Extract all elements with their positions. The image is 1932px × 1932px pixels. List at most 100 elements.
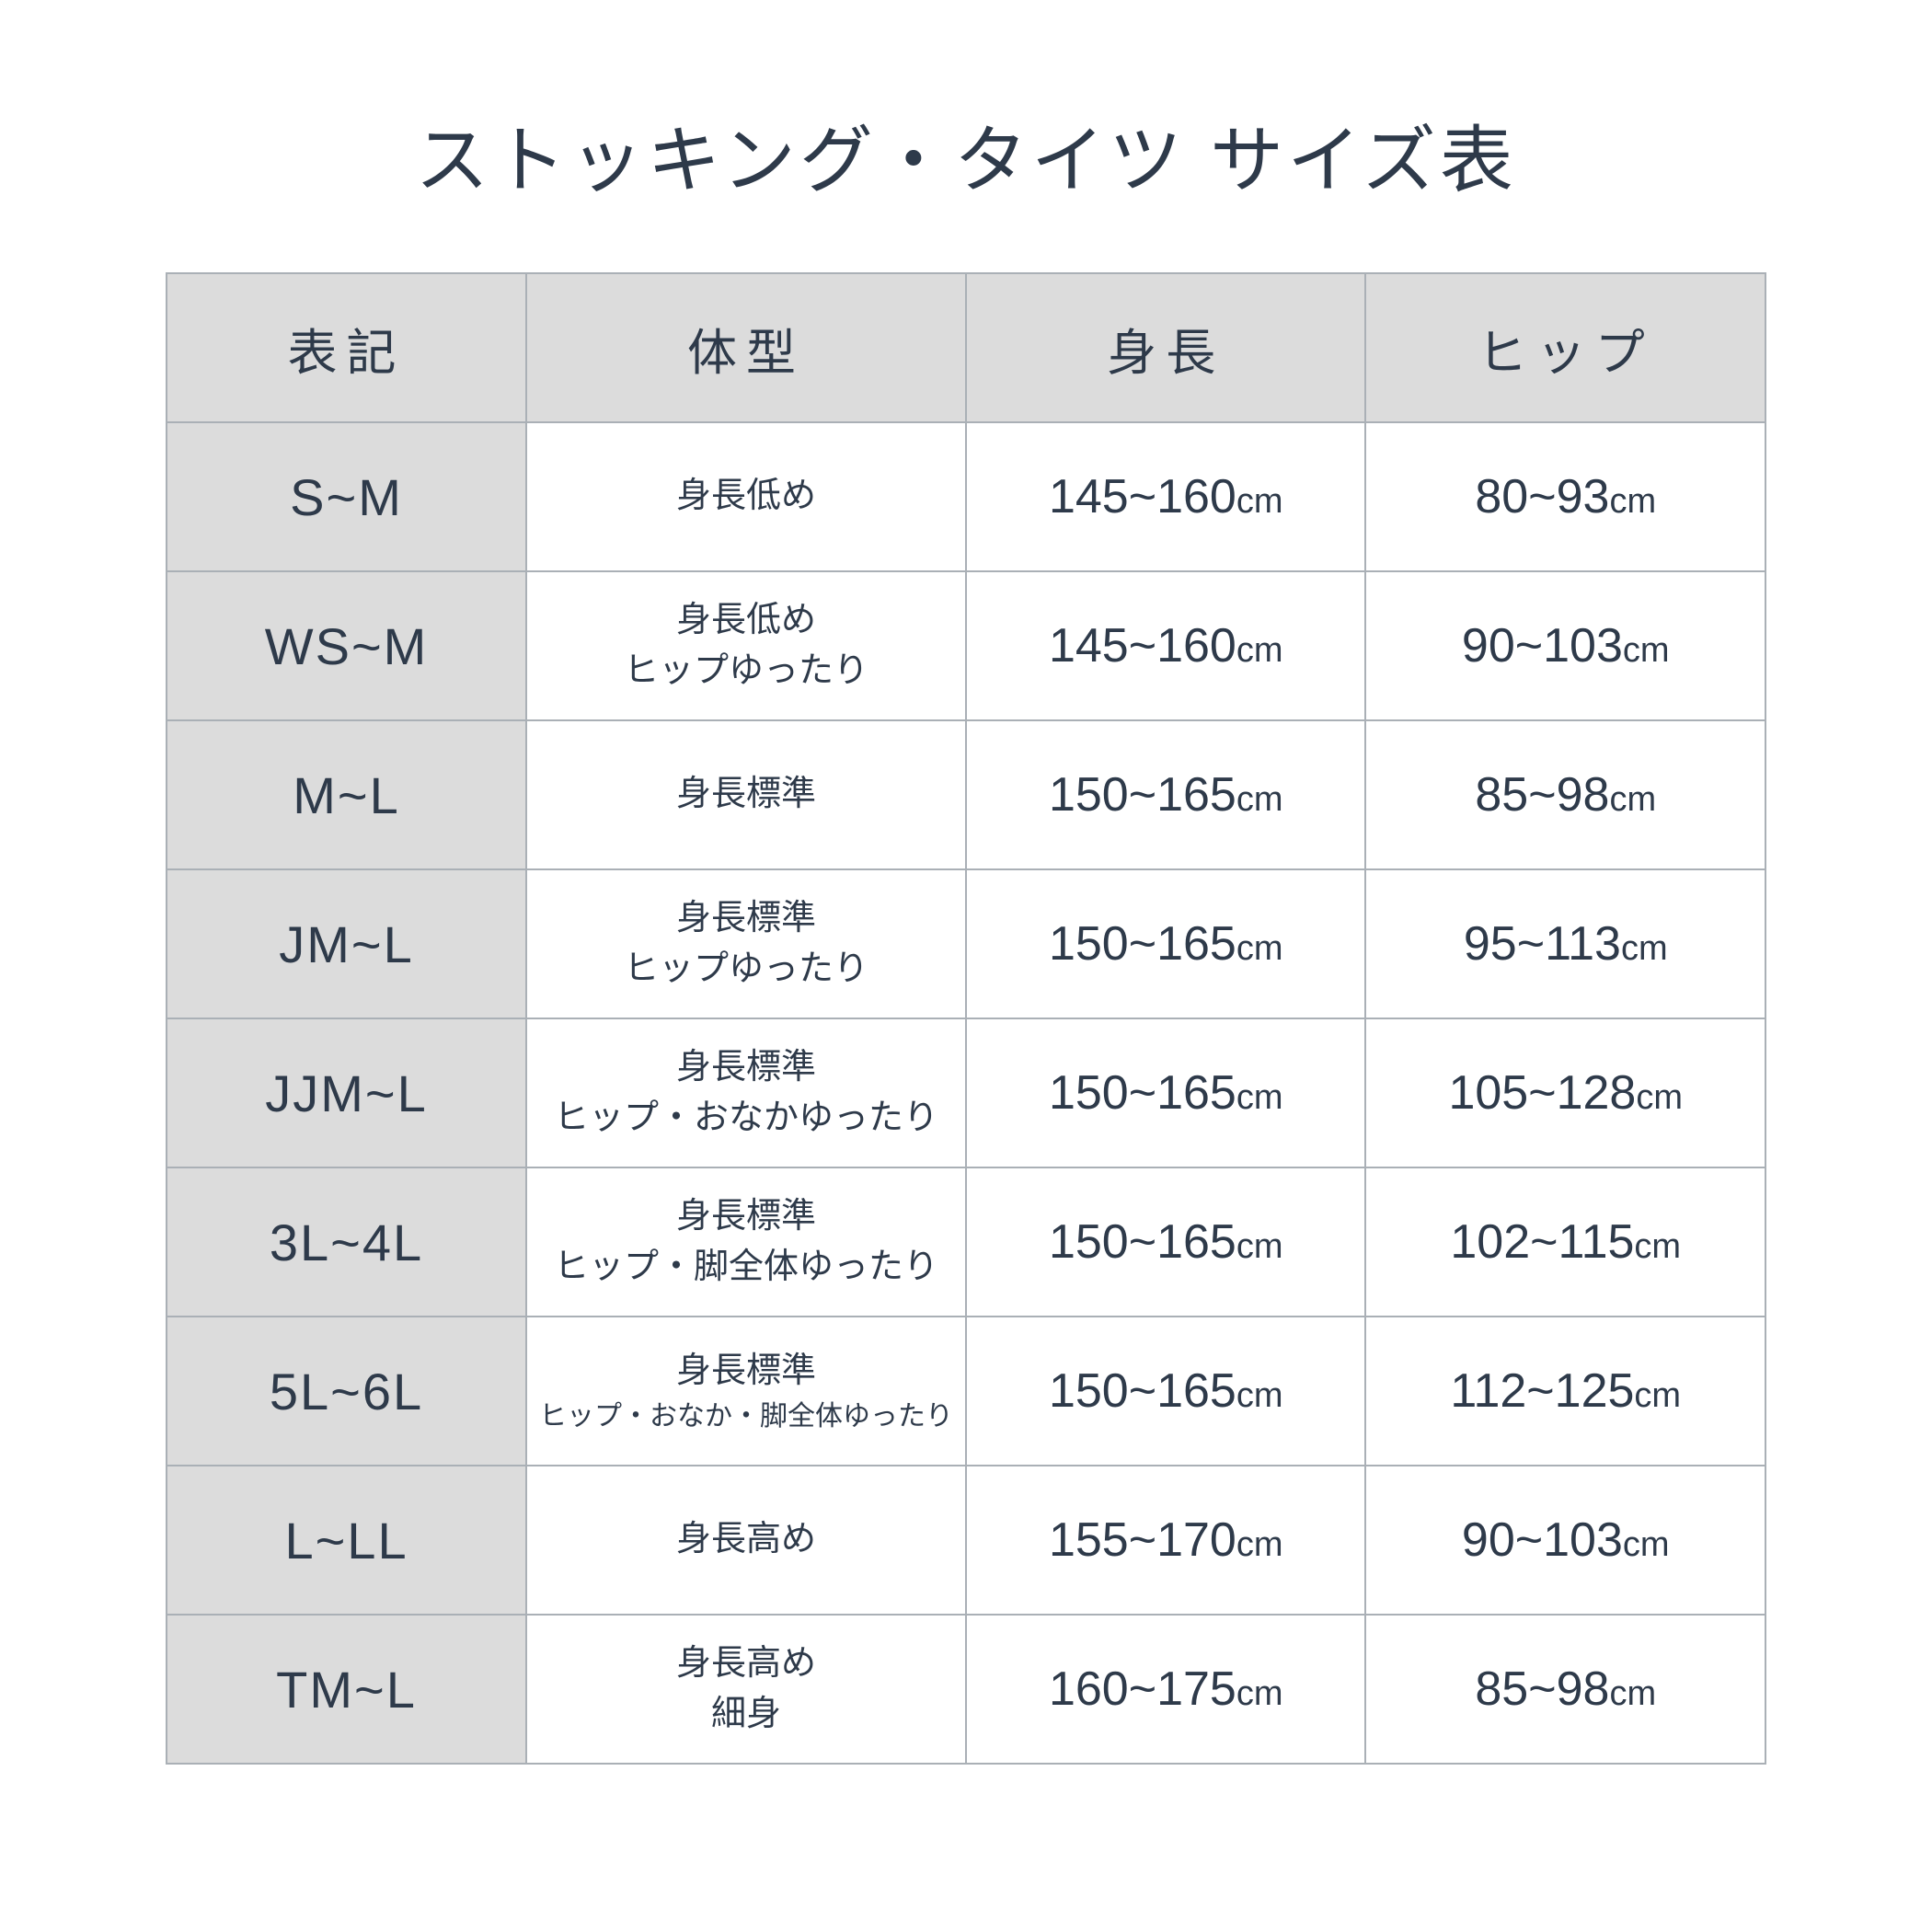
height-value: 155~170 bbox=[1049, 1513, 1236, 1567]
body-type-line1: 身長標準 bbox=[676, 1048, 816, 1087]
height-value: 150~165 bbox=[1049, 1215, 1236, 1269]
table-row: S~M身長低め145~160cm80~93cm bbox=[167, 422, 1765, 571]
unit-label: cm bbox=[1236, 631, 1283, 670]
cell-height: 145~160cm bbox=[966, 422, 1366, 571]
unit-label: cm bbox=[1634, 1376, 1681, 1415]
unit-label: cm bbox=[1636, 1078, 1683, 1117]
cell-body-type: 身長標準 bbox=[526, 720, 966, 869]
table-row: 3L~4L身長標準ヒップ・脚全体ゆったり150~165cm102~115cm bbox=[167, 1167, 1765, 1317]
unit-label: cm bbox=[1623, 631, 1670, 670]
body-type-line2: ヒップ・脚全体ゆったり bbox=[554, 1248, 938, 1286]
unit-label: cm bbox=[1236, 929, 1283, 968]
cell-height: 150~165cm bbox=[966, 869, 1366, 1018]
cell-body-type: 身長標準ヒップ・おなかゆったり bbox=[526, 1018, 966, 1167]
table-row: M~L身長標準150~165cm85~98cm bbox=[167, 720, 1765, 869]
unit-label: cm bbox=[1236, 780, 1283, 819]
hip-value: 90~103 bbox=[1462, 619, 1623, 673]
header-hip: ヒップ bbox=[1365, 273, 1765, 422]
cell-hip: 112~125cm bbox=[1365, 1317, 1765, 1466]
cell-body-type: 身長低め bbox=[526, 422, 966, 571]
header-height: 身長 bbox=[966, 273, 1366, 422]
unit-label: cm bbox=[1634, 1227, 1681, 1266]
table-header-row: 表記 体型 身長 ヒップ bbox=[167, 273, 1765, 422]
cell-hip: 90~103cm bbox=[1365, 1466, 1765, 1615]
size-table: 表記 体型 身長 ヒップ S~M身長低め145~160cm80~93cmWS~M… bbox=[166, 272, 1766, 1765]
cell-body-type: 身長高め bbox=[526, 1466, 966, 1615]
unit-label: cm bbox=[1236, 1674, 1283, 1713]
cell-height: 150~165cm bbox=[966, 1018, 1366, 1167]
height-value: 150~165 bbox=[1049, 1364, 1236, 1418]
body-type-line2: ヒップゆったり bbox=[624, 651, 868, 690]
cell-notation: 5L~6L bbox=[167, 1317, 526, 1466]
cell-notation: WS~M bbox=[167, 571, 526, 720]
table-row: L~LL身長高め155~170cm90~103cm bbox=[167, 1466, 1765, 1615]
body-type-line1: 身長標準 bbox=[676, 775, 816, 813]
unit-label: cm bbox=[1236, 1078, 1283, 1117]
cell-hip: 85~98cm bbox=[1365, 1615, 1765, 1764]
unit-label: cm bbox=[1236, 1376, 1283, 1415]
body-type-line1: 身長高め bbox=[676, 1644, 816, 1683]
unit-label: cm bbox=[1609, 1674, 1656, 1713]
body-type-line2: 細身 bbox=[711, 1695, 781, 1733]
cell-notation: JM~L bbox=[167, 869, 526, 1018]
cell-height: 150~165cm bbox=[966, 1317, 1366, 1466]
body-type-line2: ヒップ・おなかゆったり bbox=[554, 1098, 938, 1137]
cell-hip: 105~128cm bbox=[1365, 1018, 1765, 1167]
body-type-line2: ヒップゆったり bbox=[624, 949, 868, 988]
cell-notation: JJM~L bbox=[167, 1018, 526, 1167]
cell-body-type: 身長高め細身 bbox=[526, 1615, 966, 1764]
height-value: 145~160 bbox=[1049, 470, 1236, 523]
height-value: 150~165 bbox=[1049, 768, 1236, 822]
unit-label: cm bbox=[1236, 482, 1283, 521]
header-body-type: 体型 bbox=[526, 273, 966, 422]
unit-label: cm bbox=[1609, 482, 1656, 521]
table-row: WS~M身長低めヒップゆったり145~160cm90~103cm bbox=[167, 571, 1765, 720]
table-row: TM~L身長高め細身160~175cm85~98cm bbox=[167, 1615, 1765, 1764]
cell-notation: TM~L bbox=[167, 1615, 526, 1764]
body-type-line1: 身長低め bbox=[676, 601, 816, 639]
hip-value: 85~98 bbox=[1475, 768, 1609, 822]
hip-value: 80~93 bbox=[1475, 470, 1609, 523]
cell-body-type: 身長標準ヒップ・脚全体ゆったり bbox=[526, 1167, 966, 1317]
body-type-line1: 身長低め bbox=[676, 477, 816, 515]
unit-label: cm bbox=[1621, 929, 1668, 968]
cell-body-type: 身長標準ヒップ・おなか・脚全体ゆったり bbox=[526, 1317, 966, 1466]
hip-value: 85~98 bbox=[1475, 1662, 1609, 1716]
unit-label: cm bbox=[1236, 1227, 1283, 1266]
body-type-line1: 身長標準 bbox=[676, 1351, 816, 1390]
cell-notation: M~L bbox=[167, 720, 526, 869]
hip-value: 102~115 bbox=[1450, 1215, 1634, 1269]
hip-value: 90~103 bbox=[1462, 1513, 1623, 1567]
body-type-line1: 身長高め bbox=[676, 1520, 816, 1558]
header-notation: 表記 bbox=[167, 273, 526, 422]
unit-label: cm bbox=[1623, 1525, 1670, 1564]
cell-height: 145~160cm bbox=[966, 571, 1366, 720]
cell-hip: 90~103cm bbox=[1365, 571, 1765, 720]
height-value: 160~175 bbox=[1049, 1662, 1236, 1716]
cell-notation: L~LL bbox=[167, 1466, 526, 1615]
hip-value: 105~128 bbox=[1448, 1066, 1636, 1120]
page-title: ストッキング・タイツ サイズ表 bbox=[415, 101, 1516, 208]
table-row: 5L~6L身長標準ヒップ・おなか・脚全体ゆったり150~165cm112~125… bbox=[167, 1317, 1765, 1466]
cell-hip: 95~113cm bbox=[1365, 869, 1765, 1018]
hip-value: 112~125 bbox=[1450, 1364, 1634, 1418]
cell-hip: 80~93cm bbox=[1365, 422, 1765, 571]
cell-hip: 102~115cm bbox=[1365, 1167, 1765, 1317]
hip-value: 95~113 bbox=[1464, 917, 1621, 971]
body-type-line1: 身長標準 bbox=[676, 899, 816, 937]
cell-height: 150~165cm bbox=[966, 720, 1366, 869]
unit-label: cm bbox=[1609, 780, 1656, 819]
cell-notation: 3L~4L bbox=[167, 1167, 526, 1317]
table-row: JM~L身長標準ヒップゆったり150~165cm95~113cm bbox=[167, 869, 1765, 1018]
height-value: 145~160 bbox=[1049, 619, 1236, 673]
body-type-line2: ヒップ・おなか・脚全体ゆったり bbox=[527, 1397, 965, 1437]
height-value: 150~165 bbox=[1049, 917, 1236, 971]
body-type-line1: 身長標準 bbox=[676, 1197, 816, 1236]
cell-height: 150~165cm bbox=[966, 1167, 1366, 1317]
table-row: JJM~L身長標準ヒップ・おなかゆったり150~165cm105~128cm bbox=[167, 1018, 1765, 1167]
cell-body-type: 身長低めヒップゆったり bbox=[526, 571, 966, 720]
cell-hip: 85~98cm bbox=[1365, 720, 1765, 869]
cell-height: 155~170cm bbox=[966, 1466, 1366, 1615]
height-value: 150~165 bbox=[1049, 1066, 1236, 1120]
cell-notation: S~M bbox=[167, 422, 526, 571]
